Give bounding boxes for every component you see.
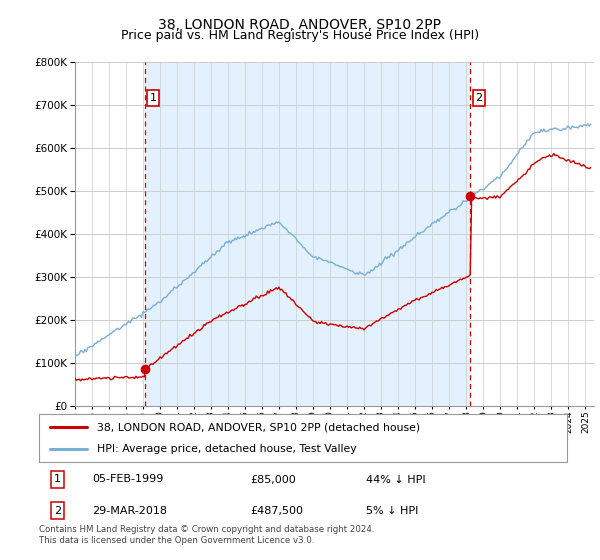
Text: 1: 1 [150,93,157,103]
Text: £487,500: £487,500 [250,506,303,516]
Text: HPI: Average price, detached house, Test Valley: HPI: Average price, detached house, Test… [97,444,357,454]
Text: 2: 2 [54,506,61,516]
Text: 44% ↓ HPI: 44% ↓ HPI [367,474,426,484]
Text: Contains HM Land Registry data © Crown copyright and database right 2024.
This d: Contains HM Land Registry data © Crown c… [39,525,374,545]
Bar [145,62,470,406]
Text: 5% ↓ HPI: 5% ↓ HPI [367,506,419,516]
Text: 38, LONDON ROAD, ANDOVER, SP10 2PP (detached house): 38, LONDON ROAD, ANDOVER, SP10 2PP (deta… [97,422,420,432]
Text: 38, LONDON ROAD, ANDOVER, SP10 2PP: 38, LONDON ROAD, ANDOVER, SP10 2PP [158,18,442,32]
Text: 05-FEB-1999: 05-FEB-1999 [92,474,163,484]
Text: £85,000: £85,000 [250,474,296,484]
Text: 2: 2 [476,93,482,103]
Text: Price paid vs. HM Land Registry's House Price Index (HPI): Price paid vs. HM Land Registry's House … [121,29,479,41]
Text: 29-MAR-2018: 29-MAR-2018 [92,506,167,516]
Text: 1: 1 [54,474,61,484]
